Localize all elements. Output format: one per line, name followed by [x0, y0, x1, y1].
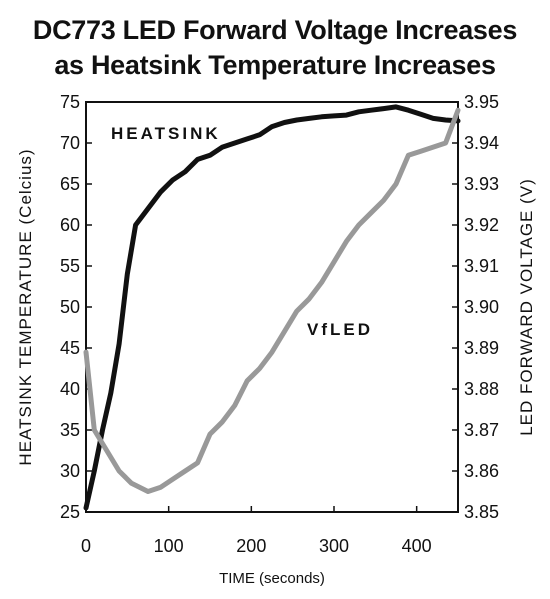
y-right-tick-label: 3.85: [464, 502, 499, 522]
vfled-series-label: VfLED: [307, 320, 373, 339]
y-left-tick-label: 70: [60, 133, 80, 153]
y-left-tick-label: 60: [60, 215, 80, 235]
y-left-tick-label: 50: [60, 297, 80, 317]
y-right-tick-label: 3.90: [464, 297, 499, 317]
y-left-tick-label: 65: [60, 174, 80, 194]
y-left-tick-label: 45: [60, 338, 80, 358]
y-axis-label-right: LED FORWARD VOLTAGE (V): [517, 178, 536, 436]
y-right-tick-label: 3.91: [464, 256, 499, 276]
x-tick-label: 0: [81, 536, 91, 556]
vfled-series-line: [83, 107, 461, 494]
y-right-tick-label: 3.92: [464, 215, 499, 235]
y-right-tick-label: 3.95: [464, 92, 499, 112]
heatsink-series-line: [83, 104, 461, 511]
y-right-tick-label: 3.87: [464, 420, 499, 440]
y-left-tick-label: 25: [60, 502, 80, 522]
y-left-tick-label: 75: [60, 92, 80, 112]
y-left-tick-label: 55: [60, 256, 80, 276]
heatsink-series-label: HEATSINK: [111, 124, 221, 143]
y-left-tick-label: 30: [60, 461, 80, 481]
y-left-tick-label: 35: [60, 420, 80, 440]
y-right-tick-label: 3.88: [464, 379, 499, 399]
chart-title-line-2: as Heatsink Temperature Increases: [54, 50, 496, 80]
y-right-tick-label: 3.94: [464, 133, 499, 153]
y-right-tick-label: 3.86: [464, 461, 499, 481]
y-right-tick-label: 3.89: [464, 338, 499, 358]
x-axis-label: TIME (seconds): [219, 570, 325, 587]
x-tick-label: 300: [319, 536, 349, 556]
y-right-tick-label: 3.93: [464, 174, 499, 194]
x-tick-label: 100: [154, 536, 184, 556]
x-tick-label: 400: [402, 536, 432, 556]
y-left-tick-label: 40: [60, 379, 80, 399]
y-axis-label-left: HEATSINK TEMPERATURE (Celcius): [16, 148, 35, 465]
chart-title-line-1: DC773 LED Forward Voltage Increases: [32, 15, 518, 45]
x-tick-label: 200: [236, 536, 266, 556]
